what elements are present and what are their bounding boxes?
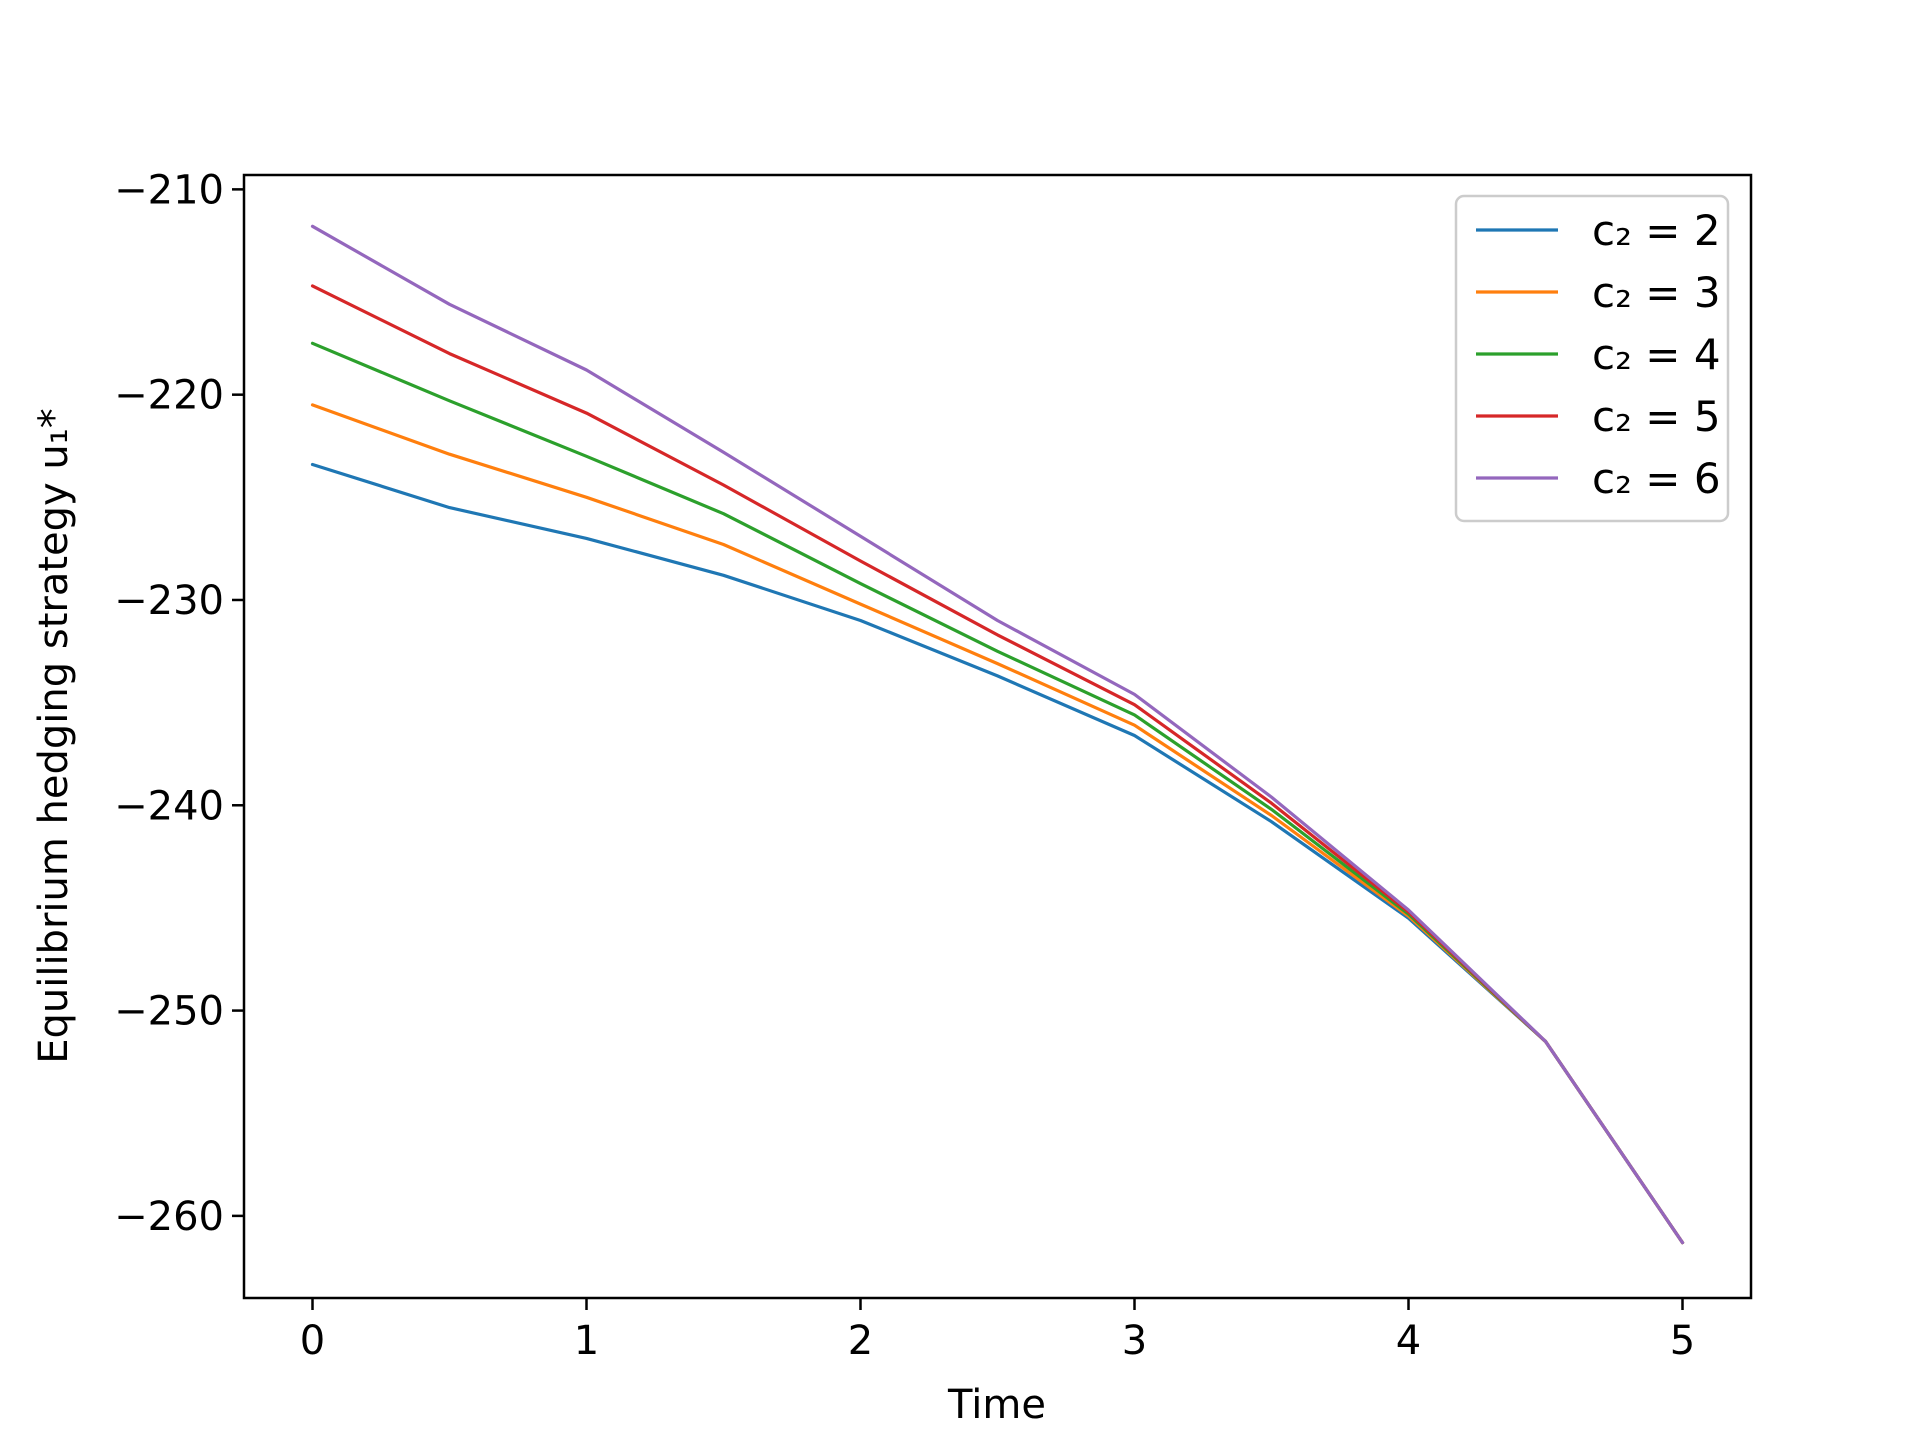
y-axis-label-text: Equilibrium hedging strategy u₁* (31, 408, 77, 1064)
x-tick-label: 3 (1122, 1318, 1147, 1364)
series-line-5 (310, 224, 1685, 1245)
plot-frame (242, 173, 1753, 1300)
series-layer (310, 224, 1685, 1245)
y-axis-label-group: Equilibrium hedging strategy u₁* (31, 408, 77, 1064)
y-tick-label: −220 (114, 373, 224, 419)
x-tick-label: 1 (574, 1318, 599, 1364)
legend-label-4: c₂ = 5 (1592, 392, 1721, 441)
x-axis: 0 1 2 3 4 5 (300, 1298, 1695, 1364)
legend-label-2: c₂ = 3 (1592, 268, 1721, 317)
legend-label-3: c₂ = 4 (1592, 330, 1721, 379)
y-tick-label: −210 (114, 167, 224, 213)
x-axis-label: Time (947, 1382, 1046, 1428)
x-tick-label: 4 (1396, 1318, 1421, 1364)
legend: c₂ = 2 c₂ = 3 c₂ = 4 c₂ = 5 c₂ = 6 (1454, 194, 1730, 523)
y-tick-label: −230 (114, 578, 224, 624)
y-axis-label: Equilibrium hedging strategy u₁* (31, 408, 77, 1064)
y-tick-label: −250 (114, 989, 224, 1035)
y-tick-label: −260 (114, 1194, 224, 1240)
y-tick-label: −240 (114, 783, 224, 829)
legend-label-1: c₂ = 2 (1592, 206, 1721, 255)
x-tick-label: 5 (1670, 1318, 1695, 1364)
legend-box (1454, 194, 1730, 523)
x-tick-label: 2 (848, 1318, 873, 1364)
y-axis: −210 −220 −230 −240 −250 −260 (114, 167, 244, 1240)
x-tick-label: 0 (300, 1318, 325, 1364)
legend-label-5: c₂ = 6 (1592, 454, 1721, 503)
